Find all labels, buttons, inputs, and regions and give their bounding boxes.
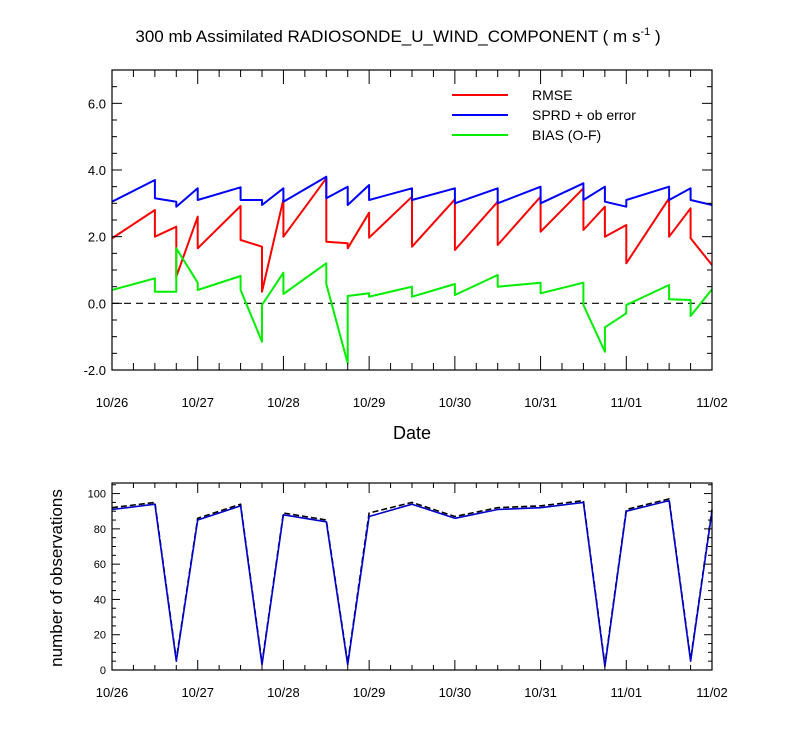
y-tick-label: 6.0 [88, 96, 106, 111]
top-series-group [111, 175, 713, 365]
x-tick-label: 11/02 [696, 395, 728, 410]
series-line-0-0 [111, 177, 713, 293]
y-tick-label: 60 [94, 559, 106, 571]
legend-label-1: SPRD + ob error [532, 107, 636, 123]
x-tick-label: 10/27 [181, 395, 214, 410]
x-tick-label: 11/01 [610, 395, 642, 410]
y-tick-label: 40 [94, 594, 106, 606]
y-tick-label: 80 [94, 524, 106, 536]
x-tick-label: 11/01 [610, 685, 642, 700]
legend-label-2: BIAS (O-F) [532, 127, 601, 143]
legend-label-0: RMSE [532, 87, 572, 103]
y-tick-label: 0.0 [88, 296, 106, 311]
x-tick-label: 10/28 [267, 395, 300, 410]
series-line-0-1 [111, 175, 713, 208]
x-tick-label: 10/31 [524, 685, 557, 700]
x-tick-label: 10/30 [439, 395, 472, 410]
top-y-tick-labels: -2.0 0.0 2.0 4.0 6.0 [84, 96, 106, 378]
y-tick-label: 2.0 [88, 230, 106, 245]
bottom-y-tick-labels: 0 20 40 60 80 100 [88, 489, 106, 677]
x-tick-label: 10/26 [96, 685, 129, 700]
bottom-x-tick-labels: 10/26 10/27 10/28 10/29 10/30 10/31 11/01 11/02 [96, 685, 728, 700]
x-tick-label: 10/29 [353, 685, 386, 700]
series-line-0-2 [111, 247, 713, 365]
bottom-series-group [111, 498, 713, 668]
chart-title-main: 300 mb Assimilated RADIOSONDE_U_WIND_COM… [135, 27, 640, 46]
y-tick-label: 20 [94, 630, 106, 642]
x-tick-label: 10/28 [267, 685, 300, 700]
series-line-1-1 [111, 499, 713, 668]
x-tick-label: 10/31 [524, 395, 557, 410]
x-tick-label: 10/26 [96, 395, 129, 410]
legend: RMSE SPRD + ob error BIAS (O-F) [452, 87, 636, 143]
chart-title-suffix: ) [650, 27, 660, 46]
chart-title-superscript: -1 [640, 26, 650, 38]
x-axis-label: Date [393, 423, 431, 443]
y-axis-label-observations: number of observations [47, 489, 66, 667]
top-ticks [111, 69, 713, 371]
top-x-tick-labels: 10/26 10/27 10/28 10/29 10/30 10/31 11/01 11/02 [96, 395, 728, 410]
top-panel: -2.00.02.04.06.0 10/26 10/27 10/28 10/29 10/… [84, 69, 728, 443]
series-line-1-0 [111, 498, 713, 666]
x-tick-label: 10/27 [181, 685, 214, 700]
y-tick-label: 0 [100, 665, 106, 677]
y-tick-label: 4.0 [88, 163, 106, 178]
x-tick-label: 10/29 [353, 395, 386, 410]
y-tick-label: 100 [88, 489, 106, 501]
chart-title: 300 mb Assimilated RADIOSONDE_U_WIND_COM… [135, 26, 660, 46]
x-tick-label: 10/30 [439, 685, 472, 700]
bottom-ticks [111, 483, 713, 671]
x-tick-label: 11/02 [696, 685, 728, 700]
y-tick-label: -2.0 [84, 363, 106, 378]
bottom-plot-frame [111, 482, 713, 671]
